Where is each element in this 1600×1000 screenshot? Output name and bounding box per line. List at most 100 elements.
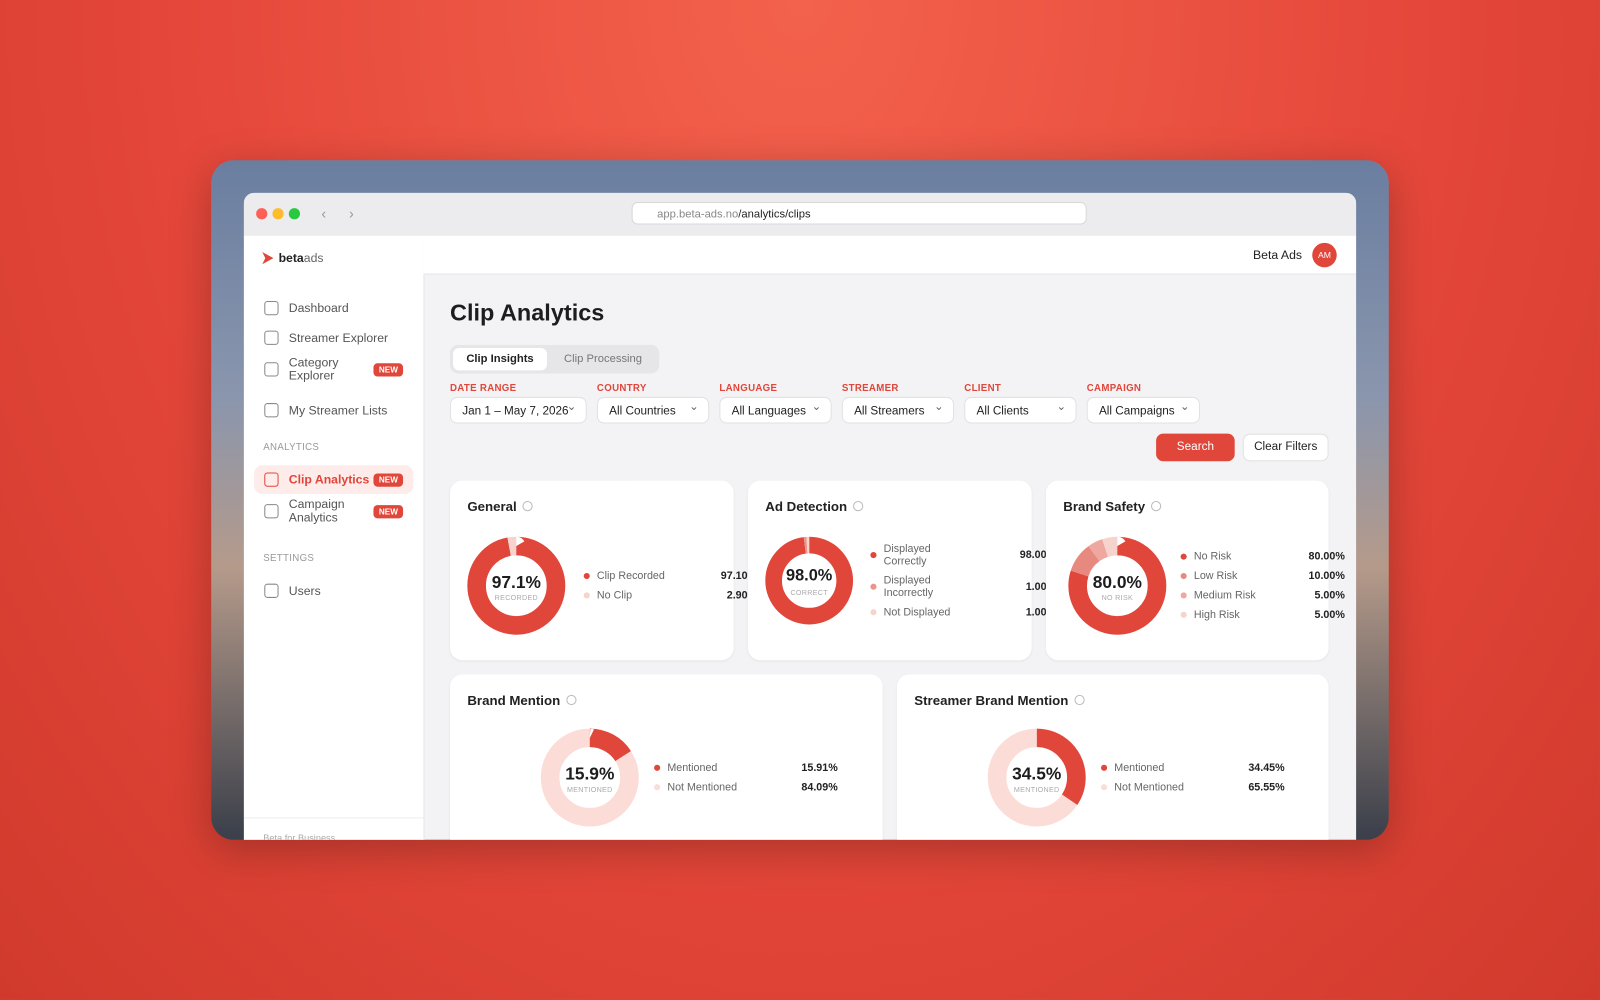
nav-icon: [264, 330, 279, 345]
legend-row: Low Risk 10.00%: [1180, 569, 1345, 583]
legend: No Risk 80.00% Low Risk 10.00% Medium Risk 5.…: [1180, 550, 1345, 621]
legend-value: 80.00%: [1308, 550, 1345, 563]
filter-label: DATE RANGE: [449, 382, 517, 394]
card-title: Brand Mention: [467, 693, 576, 708]
tab[interactable]: Clip Processing: [564, 353, 643, 366]
clear-button[interactable]: Clear Filters: [1242, 433, 1329, 462]
filter-select[interactable]: All Countries: [596, 394, 710, 424]
donut: [987, 728, 1086, 827]
legend-label: Not Displayed: [883, 606, 951, 619]
card-title: General: [467, 499, 533, 514]
page-title: Clip Analytics: [449, 298, 605, 326]
nav-label: Campaign Analytics: [288, 496, 345, 525]
forward-button[interactable]: ›: [348, 205, 354, 222]
nav-item[interactable]: Category Explorer NEW: [254, 354, 413, 385]
nav-label: Users: [288, 583, 321, 598]
nav-label: Dashboard: [288, 300, 349, 315]
legend: Displayed Correctly 98.00% Displayed Incor…: [870, 543, 1057, 618]
tab-active[interactable]: Clip Insights: [453, 347, 547, 371]
donut: [467, 536, 566, 635]
top-bar: Beta Ads AM: [423, 235, 1357, 275]
section-title: ANALYTICS: [263, 441, 320, 454]
legend-dot: [583, 572, 590, 580]
filter-select[interactable]: Jan 1 – May 7, 2026: [449, 394, 587, 424]
nav-item[interactable]: Clip Analytics NEW: [254, 465, 414, 494]
nav-icon: [264, 301, 279, 316]
filter-select[interactable]: All Campaigns: [1086, 394, 1200, 424]
legend-dot: [1101, 764, 1108, 771]
legend-row: Not Displayed 1.00%: [870, 606, 1056, 618]
donut-segment: [765, 536, 854, 625]
card: Ad Detection 98.0% CORRECT Displayed Correc…: [747, 480, 1056, 661]
filter-label: CLIENT: [964, 382, 1002, 394]
logo[interactable]: beta ads: [261, 251, 324, 265]
legend-label: Clip Recorded: [596, 569, 665, 583]
badge: NEW: [373, 504, 404, 518]
legend-row: No Clip 2.90%: [583, 589, 758, 602]
filter-select[interactable]: All Clients: [964, 394, 1077, 424]
legend-value: 84.09%: [801, 781, 838, 794]
legend-label: Not Mentioned: [1114, 781, 1184, 794]
user-name[interactable]: Beta Ads: [1253, 247, 1303, 263]
donut-segment: [765, 536, 854, 625]
nav-label: Streamer Explorer: [288, 330, 389, 345]
legend-dot: [1180, 553, 1187, 560]
donut-caption: MENTIONED: [566, 786, 613, 794]
legend-dot: [1180, 572, 1187, 580]
legend-row: High Risk 5.00%: [1180, 609, 1345, 621]
legend-value: 34.45%: [1248, 761, 1285, 774]
donut-caption: CORRECT: [790, 589, 828, 597]
donut-center: 15.9%: [565, 764, 615, 784]
legend-value: 5.00%: [1314, 589, 1345, 602]
url-path: /analytics/clips: [738, 208, 811, 221]
legend-label: Not Mentioned: [667, 781, 738, 794]
card: Streamer Brand Mention 34.5% MENTIONED Ment…: [896, 674, 1329, 840]
nav-icon: [264, 362, 279, 377]
nav-icon: [264, 472, 279, 487]
legend-dot: [870, 609, 877, 616]
legend-row: Medium Risk 5.00%: [1180, 589, 1345, 602]
legend-row: Mentioned 15.91%: [654, 762, 838, 774]
legend-row: No Risk 80.00%: [1180, 550, 1345, 563]
legend-value: 10.00%: [1308, 569, 1345, 583]
legend-value: 15.91%: [801, 761, 838, 774]
avatar[interactable]: AM: [1312, 242, 1337, 268]
close-button[interactable]: [256, 208, 268, 220]
legend-row: Not Mentioned 65.55%: [1101, 781, 1285, 793]
filter-select[interactable]: All Streamers: [841, 394, 955, 424]
nav-item[interactable]: My Streamer Lists: [254, 398, 413, 422]
legend-value: 1.00%: [1025, 580, 1057, 593]
address-bar[interactable]: app.beta-ads.no/analytics/clips: [631, 202, 1087, 225]
filter-select[interactable]: All Languages: [719, 394, 832, 424]
clear-label: Clear Filters: [1254, 440, 1318, 454]
legend-label: Mentioned: [1114, 761, 1165, 774]
nav-item[interactable]: Streamer Explorer: [254, 326, 413, 350]
search-button[interactable]: Search: [1156, 433, 1235, 462]
legend-dot: [1180, 611, 1187, 618]
filter-label: LANGUAGE: [719, 382, 778, 394]
minimize-button[interactable]: [272, 208, 284, 220]
nav-label: Category Explorer: [288, 355, 339, 383]
main: Clip Analytics Clip Insights Clip Proces…: [423, 274, 1356, 840]
donut: [765, 536, 854, 625]
legend: Mentioned 15.91% Not Mentioned 84.09%: [654, 762, 838, 794]
card-title: Brand Safety: [1063, 499, 1161, 514]
card: Brand Mention 15.9% MENTIONED Mentioned 15.9…: [449, 674, 883, 840]
legend-label: No Risk: [1193, 550, 1232, 563]
nav-item[interactable]: Campaign Analytics NEW: [254, 496, 413, 527]
legend-label: No Clip: [596, 589, 633, 602]
card-title: Ad Detection: [765, 499, 863, 514]
nav-item[interactable]: Users: [254, 577, 413, 606]
donut-segment: [987, 728, 1086, 827]
legend-value: 2.90%: [726, 589, 758, 602]
legend-value: 65.55%: [1248, 781, 1285, 794]
legend-row: Clip Recorded 97.10%: [583, 569, 757, 583]
nav-label: Clip Analytics: [288, 471, 370, 487]
url-host: app.beta-ads.no: [657, 208, 739, 221]
zoom-button[interactable]: [288, 208, 300, 220]
filter-label: STREAMER: [841, 382, 899, 394]
legend-dot: [654, 784, 661, 791]
nav-item[interactable]: Dashboard: [254, 296, 413, 320]
back-button[interactable]: ‹: [321, 205, 327, 222]
legend-label: Mentioned: [667, 761, 718, 774]
